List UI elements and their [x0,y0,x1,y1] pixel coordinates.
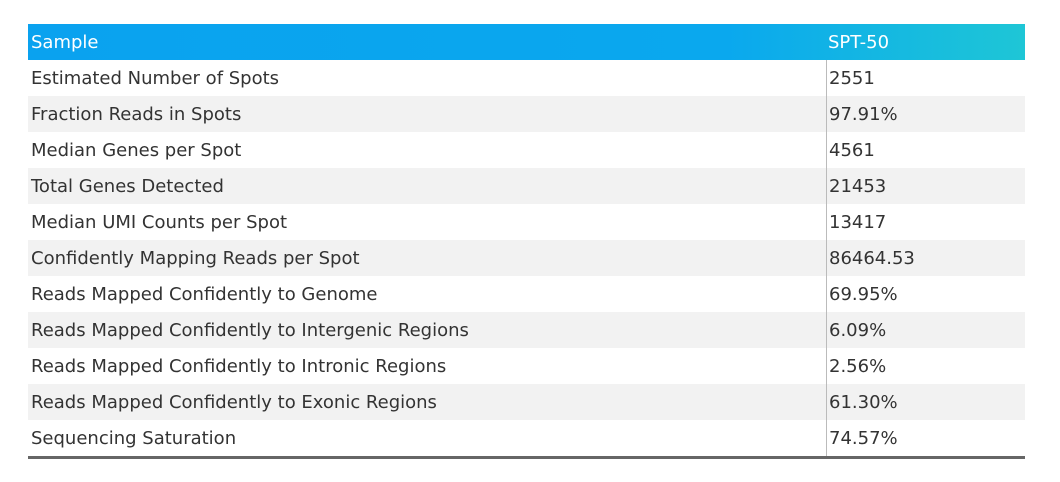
label-cell: Sequencing Saturation [31,427,237,449]
table-row: Estimated Number of Spots 2551 [28,60,1025,96]
label-cell: Fraction Reads in Spots [31,103,242,125]
value-cell: 2.56% [826,348,1025,384]
value-cell: 97.91% [826,96,1025,132]
label-cell: Median Genes per Spot [31,139,242,161]
value-cell: 69.95% [826,276,1025,312]
value-cell: 13417 [826,204,1025,240]
value-cell: 2551 [826,60,1025,96]
table-row: Total Genes Detected 21453 [28,168,1025,204]
label-cell: Confidently Mapping Reads per Spot [31,247,360,269]
label-cell: Reads Mapped Confidently to Intronic Reg… [31,355,447,377]
header-cell: Sample [31,31,99,53]
table-row: Median UMI Counts per Spot 13417 [28,204,1025,240]
header-cell: SPT-50 [828,31,890,53]
table-row: Reads Mapped Confidently to Intronic Reg… [28,348,1025,384]
label-cell: Reads Mapped Confidently to Exonic Regio… [31,391,437,413]
table-row: Reads Mapped Confidently to Exonic Regio… [28,384,1025,420]
value-cell: 86464.53 [826,240,1025,276]
table-row: Median Genes per Spot 4561 [28,132,1025,168]
table-row: Fraction Reads in Spots 97.91% [28,96,1025,132]
table-row: Confidently Mapping Reads per Spot 86464.… [28,240,1025,276]
value-cell: 4561 [826,132,1025,168]
table-row: Sequencing Saturation 74.57% [28,420,1025,456]
table-row: Reads Mapped Confidently to Genome 69.95% [28,276,1025,312]
label-cell: Total Genes Detected [31,175,224,197]
value-cell: 21453 [826,168,1025,204]
header-row: Sample SPT-50 [28,24,1025,60]
label-cell: Reads Mapped Confidently to Genome [31,283,378,305]
label-cell: Estimated Number of Spots [31,67,280,89]
label-cell: Reads Mapped Confidently to Intergenic R… [31,319,469,341]
table-row: Reads Mapped Confidently to Intergenic R… [28,312,1025,348]
stats-table: Sample SPT-50 Estimated Number of Spots 2… [28,24,1025,459]
value-cell: 6.09% [826,312,1025,348]
label-cell: Median UMI Counts per Spot [31,211,288,233]
value-cell: 74.57% [826,420,1025,456]
value-cell: 61.30% [826,384,1025,420]
